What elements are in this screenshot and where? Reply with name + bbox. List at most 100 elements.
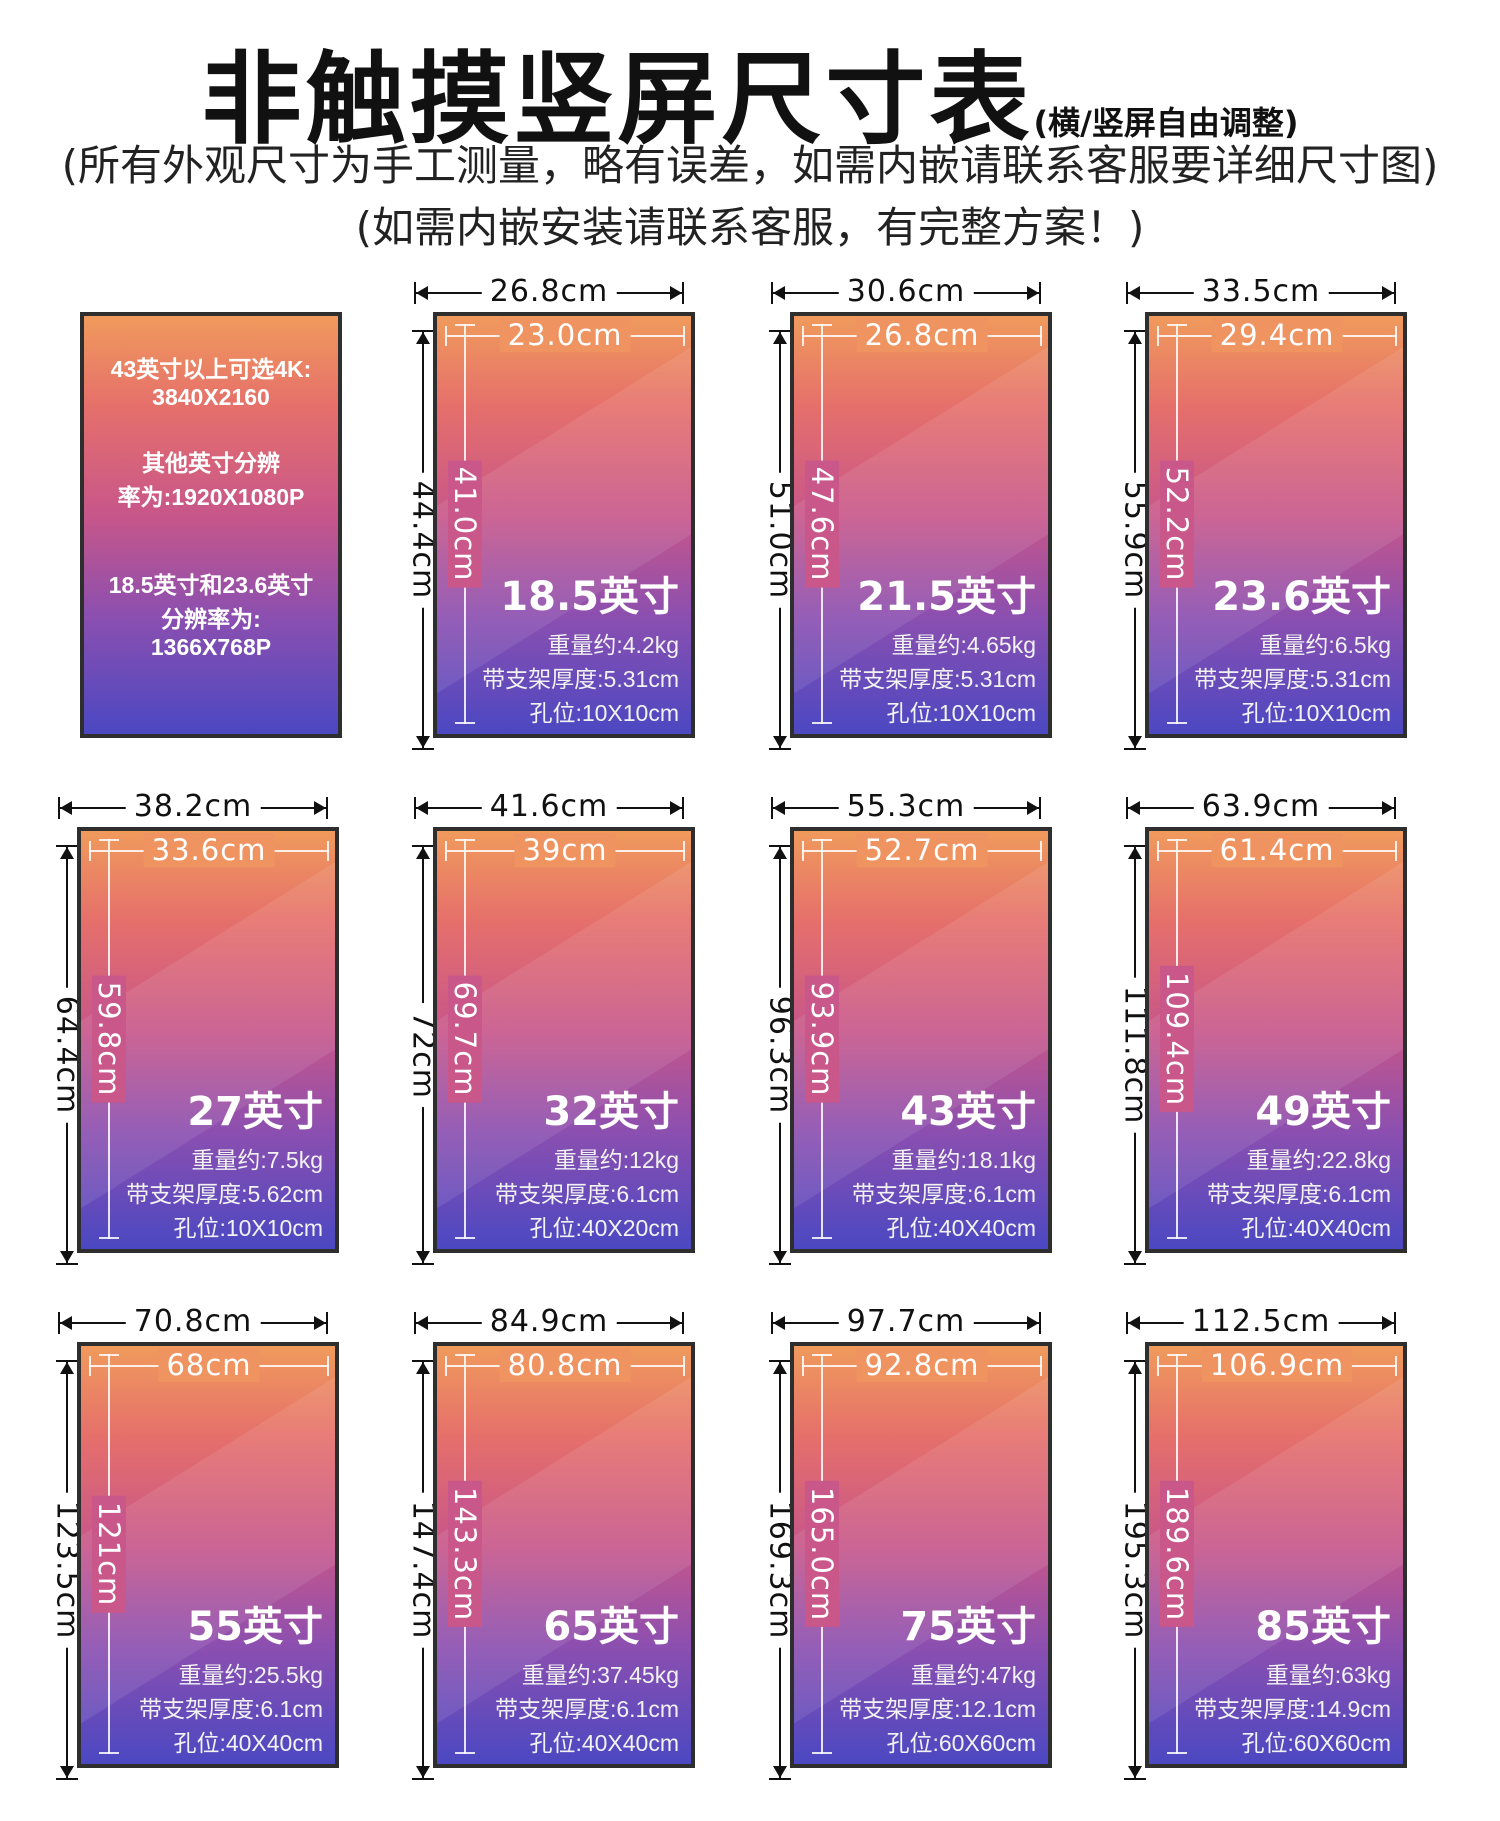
inner-height-label: 121cm <box>92 1495 126 1613</box>
outer-width-dimension: 55.3cm <box>771 789 1041 824</box>
inner-height-label: 143.3cm <box>448 1480 482 1628</box>
outer-height-dimension: 195.3cm <box>1117 1360 1153 1780</box>
thickness-label: 带支架厚度:6.1cm <box>851 1181 1036 1207</box>
thickness-label: 带支架厚度:6.1cm <box>1206 1181 1391 1207</box>
thickness-label: 带支架厚度:6.1cm <box>138 1696 323 1722</box>
inner-width-dimension: 92.8cm <box>802 1348 1042 1382</box>
inner-width-label: 80.8cm <box>499 1348 631 1382</box>
thickness-label: 带支架厚度:5.62cm <box>126 1181 323 1207</box>
outer-height-dimension: 111.8cm <box>1117 845 1153 1265</box>
weight-label: 重量约:7.5kg <box>191 1147 323 1173</box>
outer-height-dimension: 169.3cm <box>762 1360 798 1780</box>
inner-height-label: 69.7cm <box>448 975 482 1103</box>
arrow-down-icon <box>1128 1251 1142 1263</box>
arrow-up-icon <box>773 1362 787 1374</box>
arrow-up-icon <box>60 847 74 859</box>
outer-width-dimension: 84.9cm <box>414 1304 684 1339</box>
arrow-up-icon <box>773 847 787 859</box>
mount-holes-label: 孔位:40X40cm <box>886 1215 1036 1241</box>
inner-height-dimension: 41.0cm <box>448 324 482 724</box>
inner-width-label: 106.9cm <box>1201 1348 1353 1382</box>
arrow-down-icon <box>1128 736 1142 748</box>
inner-width-label: 68cm <box>158 1348 260 1382</box>
screen-panel: 26.8cm 47.6cm 21.5英寸 重量约:4.65kg 带支架厚度:5.… <box>790 312 1052 738</box>
screen-panel: 52.7cm 93.9cm 43英寸 重量约:18.1kg 带支架厚度:6.1c… <box>790 827 1052 1253</box>
subtitle-install-note: (如需内嵌安装请联系客服，有完整方案！) <box>355 203 1145 252</box>
outer-width-label: 70.8cm <box>125 1304 261 1339</box>
outer-height-dimension: 51.0cm <box>762 330 798 750</box>
screen-size-label: 75英寸 <box>900 1604 1036 1650</box>
screen-panel: 29.4cm 52.2cm 23.6英寸 重量约:6.5kg 带支架厚度:5.3… <box>1145 312 1407 738</box>
resolution-info-box: 43英寸以上可选4K: 3840X2160 其他英寸分辨 率为:1920X108… <box>80 312 342 738</box>
inner-width-dimension: 39cm <box>445 833 685 867</box>
outer-width-dimension: 33.5cm <box>1126 274 1396 309</box>
inner-height-dimension: 109.4cm <box>1160 839 1194 1239</box>
mount-holes-label: 孔位:40X40cm <box>1241 1215 1391 1241</box>
arrow-right-icon <box>1382 1316 1394 1330</box>
outer-width-label: 33.5cm <box>1193 274 1329 309</box>
inner-width-label: 92.8cm <box>856 1348 988 1382</box>
screen-panel: 106.9cm 189.6cm 85英寸 重量约:63kg 带支架厚度:14.9… <box>1145 1342 1407 1768</box>
arrow-left-icon <box>1128 801 1140 815</box>
screen-size-card: 41.6cm 72cm 39cm 69.7cm 32英寸 重量约:12kg 带支… <box>405 789 695 1265</box>
arrow-down-icon <box>60 1251 74 1263</box>
outer-height-dimension: 44.4cm <box>405 330 441 750</box>
outer-width-label: 41.6cm <box>481 789 617 824</box>
weight-label: 重量约:12kg <box>553 1147 679 1173</box>
arrow-up-icon <box>416 332 430 344</box>
weight-label: 重量约:4.65kg <box>891 632 1036 658</box>
arrow-left-icon <box>773 286 785 300</box>
screen-panel: 39cm 69.7cm 32英寸 重量约:12kg 带支架厚度:6.1cm 孔位… <box>433 827 695 1253</box>
outer-height-dimension: 147.4cm <box>405 1360 441 1780</box>
arrow-left-icon <box>416 801 428 815</box>
screen-size-label: 65英寸 <box>543 1604 679 1650</box>
inner-height-dimension: 69.7cm <box>448 839 482 1239</box>
arrow-right-icon <box>1382 286 1394 300</box>
inner-height-label: 47.6cm <box>805 460 839 588</box>
inner-height-dimension: 143.3cm <box>448 1354 482 1754</box>
inner-width-dimension: 80.8cm <box>445 1348 685 1382</box>
outer-width-dimension: 97.7cm <box>771 1304 1041 1339</box>
inner-height-label: 189.6cm <box>1160 1480 1194 1628</box>
arrow-right-icon <box>670 286 682 300</box>
info-line: 其他英寸分辨 <box>142 450 280 476</box>
mount-holes-label: 孔位:60X60cm <box>886 1730 1036 1756</box>
thickness-label: 带支架厚度:6.1cm <box>494 1696 679 1722</box>
info-line: 率为:1920X1080P <box>117 484 305 510</box>
arrow-right-icon <box>314 1316 326 1330</box>
outer-height-dimension: 55.9cm <box>1117 330 1153 750</box>
inner-height-dimension: 165.0cm <box>805 1354 839 1754</box>
screen-panel: 92.8cm 165.0cm 75英寸 重量约:47kg 带支架厚度:12.1c… <box>790 1342 1052 1768</box>
screen-size-card: 112.5cm 195.3cm 106.9cm 189.6cm 85英寸 重量约… <box>1117 1304 1407 1780</box>
mount-holes-label: 孔位:10X10cm <box>173 1215 323 1241</box>
inner-width-dimension: 68cm <box>89 1348 329 1382</box>
screen-size-card: 84.9cm 147.4cm 80.8cm 143.3cm 65英寸 重量约:3… <box>405 1304 695 1780</box>
weight-label: 重量约:6.5kg <box>1259 632 1391 658</box>
outer-width-label: 97.7cm <box>838 1304 974 1339</box>
inner-width-dimension: 29.4cm <box>1157 318 1397 352</box>
screen-size-card: 38.2cm 64.4cm 33.6cm 59.8cm 27英寸 重量约:7.5… <box>49 789 339 1265</box>
mount-holes-label: 孔位:10X10cm <box>886 700 1036 726</box>
outer-width-dimension: 70.8cm <box>58 1304 328 1339</box>
outer-height-dimension: 123.5cm <box>49 1360 85 1780</box>
arrow-down-icon <box>416 1251 430 1263</box>
inner-width-label: 52.7cm <box>856 833 988 867</box>
inner-height-dimension: 59.8cm <box>92 839 126 1239</box>
arrow-right-icon <box>670 1316 682 1330</box>
arrow-down-icon <box>416 736 430 748</box>
inner-height-dimension: 121cm <box>92 1354 126 1754</box>
info-line: 3840X2160 <box>152 384 270 410</box>
outer-width-label: 26.8cm <box>481 274 617 309</box>
inner-width-label: 61.4cm <box>1211 833 1343 867</box>
outer-width-dimension: 38.2cm <box>58 789 328 824</box>
thickness-label: 带支架厚度:12.1cm <box>839 1696 1036 1722</box>
screen-panel: 68cm 121cm 55英寸 重量约:25.5kg 带支架厚度:6.1cm 孔… <box>77 1342 339 1768</box>
arrow-right-icon <box>1027 801 1039 815</box>
inner-width-dimension: 33.6cm <box>89 833 329 867</box>
outer-width-label: 30.6cm <box>838 274 974 309</box>
mount-holes-label: 孔位:10X10cm <box>529 700 679 726</box>
inner-height-label: 165.0cm <box>805 1480 839 1628</box>
arrow-up-icon <box>416 1362 430 1374</box>
inner-width-label: 29.4cm <box>1211 318 1343 352</box>
screen-size-card: 63.9cm 111.8cm 61.4cm 109.4cm 49英寸 重量约:2… <box>1117 789 1407 1265</box>
